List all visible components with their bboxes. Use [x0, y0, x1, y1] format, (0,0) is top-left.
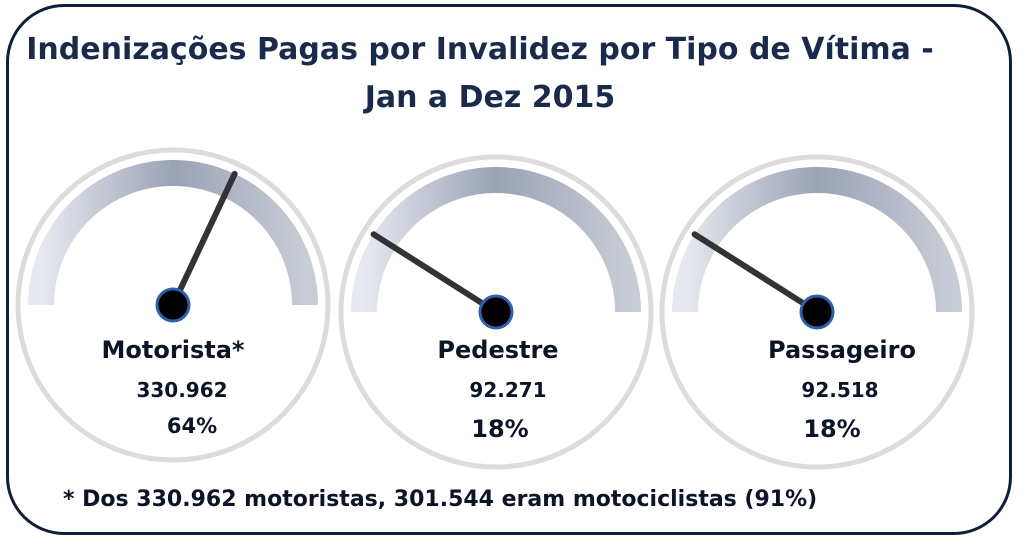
- gauge-arc-passageiro: [672, 167, 962, 313]
- gauge-label-passageiro: Passageiro: [768, 336, 916, 364]
- gauge-hub-pedestre: [478, 294, 514, 330]
- gauge-arc-motorista: [28, 160, 318, 306]
- gauge-needle-motorista: [170, 170, 238, 308]
- gauge-pedestre: Pedestre 92.271 18%: [338, 154, 654, 470]
- gauge-value-pedestre: 92.271: [469, 378, 546, 402]
- chart-subtitle: Jan a Dez 2015: [364, 80, 616, 115]
- gauge-motorista: Motorista* 330.962 64%: [15, 147, 331, 463]
- gauge-passageiro: Passageiro 92.518 18%: [659, 154, 975, 470]
- gauge-percent-pedestre: 18%: [471, 415, 528, 443]
- gauge-arc-pedestre: [351, 167, 641, 313]
- gauge-percent-motorista: 64%: [167, 414, 217, 438]
- footnote: * Dos 330.962 motoristas, 301.544 eram m…: [63, 487, 818, 512]
- gauge-value-motorista: 330.962: [136, 378, 227, 402]
- gauge-label-pedestre: Pedestre: [437, 336, 558, 364]
- gauge-hub-passageiro: [799, 294, 835, 330]
- gauge-value-passageiro: 92.518: [801, 378, 878, 402]
- gauge-hub-motorista: [155, 287, 191, 323]
- gauge-needle-pedestre: [370, 231, 499, 315]
- gauge-percent-passageiro: 18%: [803, 415, 860, 443]
- chart-title: Indenizações Pagas por Invalidez por Tip…: [26, 32, 934, 67]
- gauge-label-motorista: Motorista*: [102, 336, 245, 364]
- gauge-needle-passageiro: [691, 231, 820, 315]
